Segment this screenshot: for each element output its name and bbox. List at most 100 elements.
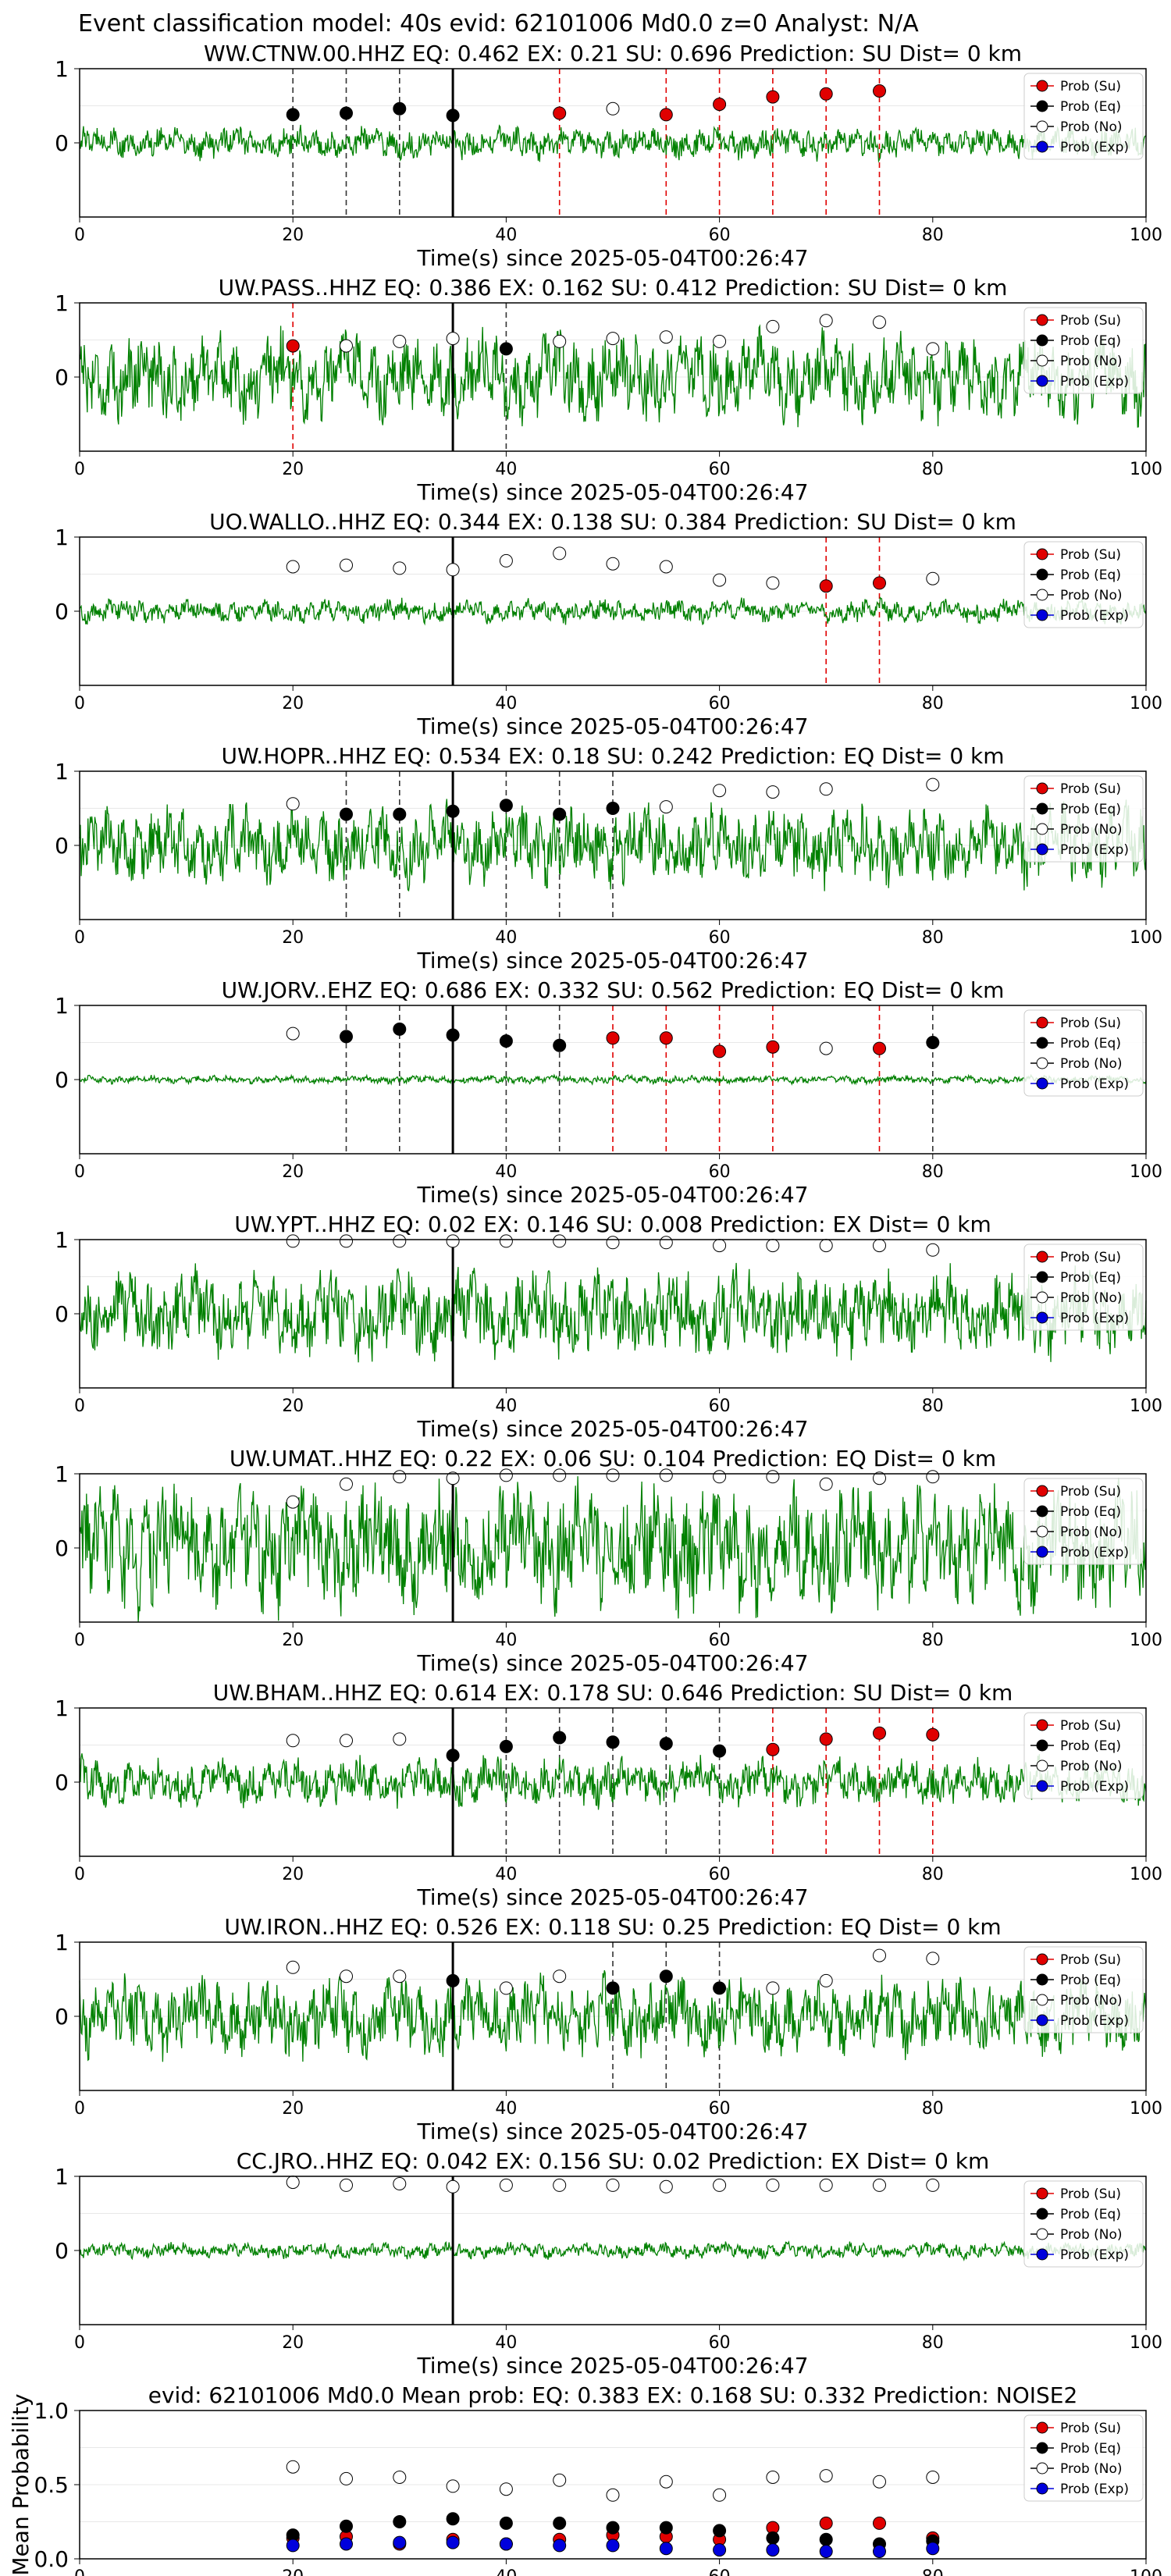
x-tick-label: 40 <box>495 694 517 713</box>
mean-point-exp <box>819 2545 833 2558</box>
mean-point-no <box>926 2471 940 2484</box>
y-tick-label: 1 <box>55 993 69 1019</box>
prob-point-no <box>713 2178 727 2192</box>
legend-marker-no <box>1036 1291 1048 1304</box>
mean-point-eq <box>340 2519 353 2533</box>
x-tick-label: 80 <box>922 2567 944 2576</box>
mean-point-eq <box>819 2532 833 2546</box>
y-tick-label: 1 <box>55 290 69 316</box>
prob-point-su <box>766 1742 780 1756</box>
legend-label: Prob (Eq) <box>1060 1504 1121 1520</box>
legend-label: Prob (Exp) <box>1060 140 1129 155</box>
mean-point-eq <box>553 2516 567 2530</box>
mean-point-exp <box>713 2543 727 2557</box>
legend-label: Prob (Eq) <box>1060 2441 1121 2457</box>
y-tick-label: 0 <box>55 365 69 390</box>
prob-point-eq <box>446 1749 460 1763</box>
prob-point-no <box>819 2178 833 2192</box>
prob-point-no <box>553 1969 567 1984</box>
legend-label: Prob (No) <box>1060 2461 1123 2477</box>
legend-marker-eq <box>1036 334 1048 347</box>
y-tick-label: 1 <box>55 525 69 550</box>
legend-label: Prob (Eq) <box>1060 333 1121 349</box>
legend-label: Prob (Su) <box>1060 2421 1121 2436</box>
prob-point-no <box>819 1477 833 1491</box>
x-tick-label: 80 <box>922 928 944 948</box>
prob-point-no <box>340 1734 353 1748</box>
prob-point-no <box>713 1470 727 1484</box>
prob-point-no <box>819 782 833 796</box>
y-tick-label: 0 <box>55 1301 69 1327</box>
panel-title: UW.YPT..HHZ EQ: 0.02 EX: 0.146 SU: 0.008… <box>234 1212 991 1237</box>
legend-label: Prob (Exp) <box>1060 1311 1129 1326</box>
mean-point-exp <box>446 2535 460 2549</box>
prob-point-no <box>819 314 833 328</box>
x-tick-label: 0 <box>74 2333 85 2353</box>
x-tick-label: 40 <box>495 460 517 479</box>
legend-marker-exp <box>1036 1546 1048 1558</box>
legend-marker-no <box>1036 354 1048 367</box>
mean-point-no <box>766 2471 780 2484</box>
mean-point-exp <box>499 2537 513 2551</box>
prob-point-no <box>926 1952 940 1966</box>
waveform-trace <box>79 596 1147 626</box>
prob-point-su <box>713 98 727 112</box>
prob-point-no <box>659 800 673 814</box>
x-tick-label: 80 <box>922 460 944 479</box>
panel-title: UW.HOPR..HHZ EQ: 0.534 EX: 0.18 SU: 0.24… <box>221 743 1004 769</box>
prob-point-eq <box>499 1739 513 1753</box>
axes-frame <box>79 536 1147 686</box>
x-tick-label: 40 <box>495 1631 517 1650</box>
mean-point-no <box>499 2482 513 2496</box>
prob-point-no <box>499 553 513 568</box>
x-tick-label: 20 <box>282 2099 304 2119</box>
waveform-trace <box>79 324 1147 428</box>
prob-point-no <box>926 571 940 585</box>
legend-label: Prob (Eq) <box>1060 1270 1121 1286</box>
legend-marker-su <box>1036 2187 1048 2200</box>
prob-point-no <box>819 1041 833 1055</box>
x-tick-label: 100 <box>1130 2567 1162 2576</box>
legend-marker-exp <box>1036 1780 1048 1792</box>
x-tick-label: 40 <box>495 2567 517 2576</box>
legend-label: Prob (No) <box>1060 354 1123 369</box>
prob-point-no <box>499 1468 513 1482</box>
legend-marker-exp <box>1036 1077 1048 1090</box>
x-tick-label: 100 <box>1130 694 1162 713</box>
x-tick-label: 0 <box>74 694 85 713</box>
prob-point-eq <box>713 1744 727 1758</box>
legend: Prob (Su) Prob (Eq) Prob (No) Prob (Exp) <box>1023 1946 1144 2033</box>
prob-point-no <box>819 1973 833 1987</box>
x-tick-label: 20 <box>282 1865 304 1884</box>
legend-label: Prob (Exp) <box>1060 2013 1129 2029</box>
legend-label: Prob (Exp) <box>1060 1076 1129 1092</box>
prob-point-eq <box>446 804 460 818</box>
x-axis-label: Time(s) since 2025-05-04T00:26:47 <box>416 1650 808 1676</box>
panel-title: WW.CTNW.00.HHZ EQ: 0.462 EX: 0.21 SU: 0.… <box>204 41 1022 66</box>
x-tick-label: 60 <box>709 1162 731 1182</box>
panel-4: UW.HOPR..HHZ EQ: 0.534 EX: 0.18 SU: 0.24… <box>55 743 1162 973</box>
x-tick-label: 0 <box>74 1162 85 1182</box>
x-axis-label: Time(s) since 2025-05-04T00:26:47 <box>416 2119 808 2144</box>
panel-8: UW.BHAM..HHZ EQ: 0.614 EX: 0.178 SU: 0.6… <box>55 1680 1162 1910</box>
panel-2: UW.PASS..HHZ EQ: 0.386 EX: 0.162 SU: 0.4… <box>55 275 1162 505</box>
prob-point-no <box>606 2178 620 2192</box>
panel-6: UW.YPT..HHZ EQ: 0.02 EX: 0.146 SU: 0.008… <box>55 1212 1162 1442</box>
prob-point-no <box>340 339 353 353</box>
x-tick-label: 0 <box>74 2567 85 2576</box>
legend-label: Prob (Eq) <box>1060 1738 1121 1754</box>
legend-label: Prob (No) <box>1060 1056 1123 1072</box>
mean-point-exp <box>606 2539 620 2553</box>
y-tick-label: 1 <box>55 2164 69 2190</box>
axes-frame <box>79 1473 1147 1623</box>
legend-label: Prob (No) <box>1060 1290 1123 1306</box>
x-tick-label: 80 <box>922 1865 944 1884</box>
legend-label: Prob (No) <box>1060 1525 1123 1540</box>
legend-marker-exp <box>1036 2248 1048 2261</box>
x-tick-label: 0 <box>74 1865 85 1884</box>
prob-point-no <box>713 784 727 798</box>
prob-point-no <box>286 1734 300 1748</box>
prob-point-eq <box>499 799 513 813</box>
x-tick-label: 100 <box>1130 1397 1162 1416</box>
legend-label: Prob (Su) <box>1060 1250 1121 1265</box>
